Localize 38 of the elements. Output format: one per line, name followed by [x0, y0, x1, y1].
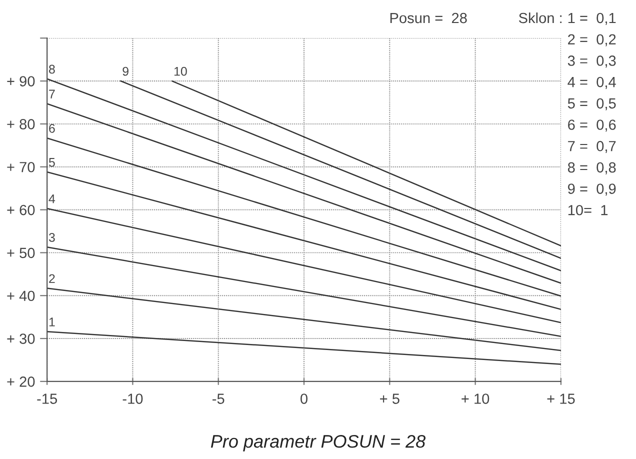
- y-tick-label: + 70: [7, 162, 35, 172]
- text: 8 = 0,8: [568, 162, 616, 174]
- series-label: 1: [49, 318, 55, 326]
- x-tick-label: 0: [300, 394, 308, 404]
- x-tick-label: -15: [37, 394, 57, 404]
- text: 5 = 0,5: [568, 98, 616, 110]
- y-tick-label: + 60: [7, 204, 35, 216]
- text: 3 = 0,3: [568, 56, 616, 68]
- y-tick-label: + 40: [7, 290, 35, 302]
- text: Pro parametr POSUN = 28: [210, 434, 426, 452]
- series-label: 10: [174, 66, 187, 76]
- text: Sklon :: [518, 12, 562, 24]
- series-label: 6: [49, 124, 55, 133]
- series-label: 3: [48, 233, 55, 242]
- y-tick-label: + 90: [7, 76, 35, 86]
- y-tick-label: + 50: [7, 248, 35, 258]
- series-label: 8: [48, 64, 55, 74]
- x-tick-label: -10: [122, 394, 143, 404]
- series-label: 5: [48, 158, 55, 167]
- text: Posun = 28: [390, 12, 467, 24]
- text: 4 = 0,4: [568, 76, 616, 89]
- series-label: 4: [48, 194, 56, 204]
- x-tick-label: + 10: [462, 394, 490, 404]
- y-tick-label: + 80: [7, 119, 35, 130]
- x-tick-label: + 5: [380, 394, 400, 404]
- y-tick-label: + 20: [7, 376, 35, 387]
- x-tick-label: -5: [212, 394, 224, 404]
- text: 7 = 0,7: [568, 140, 616, 153]
- series-label: 2: [49, 274, 55, 283]
- text: 1 = 0,1: [568, 12, 616, 25]
- series-label: 7: [49, 90, 55, 98]
- text: 6 = 0,6: [568, 120, 616, 132]
- text: 10= 1: [568, 204, 608, 216]
- y-tick-label: + 30: [7, 334, 35, 344]
- text: 2 = 0,2: [568, 34, 616, 46]
- text: 9 = 0,9: [568, 184, 616, 196]
- series-label: 9: [122, 66, 128, 76]
- x-tick-label: + 15: [547, 394, 575, 404]
